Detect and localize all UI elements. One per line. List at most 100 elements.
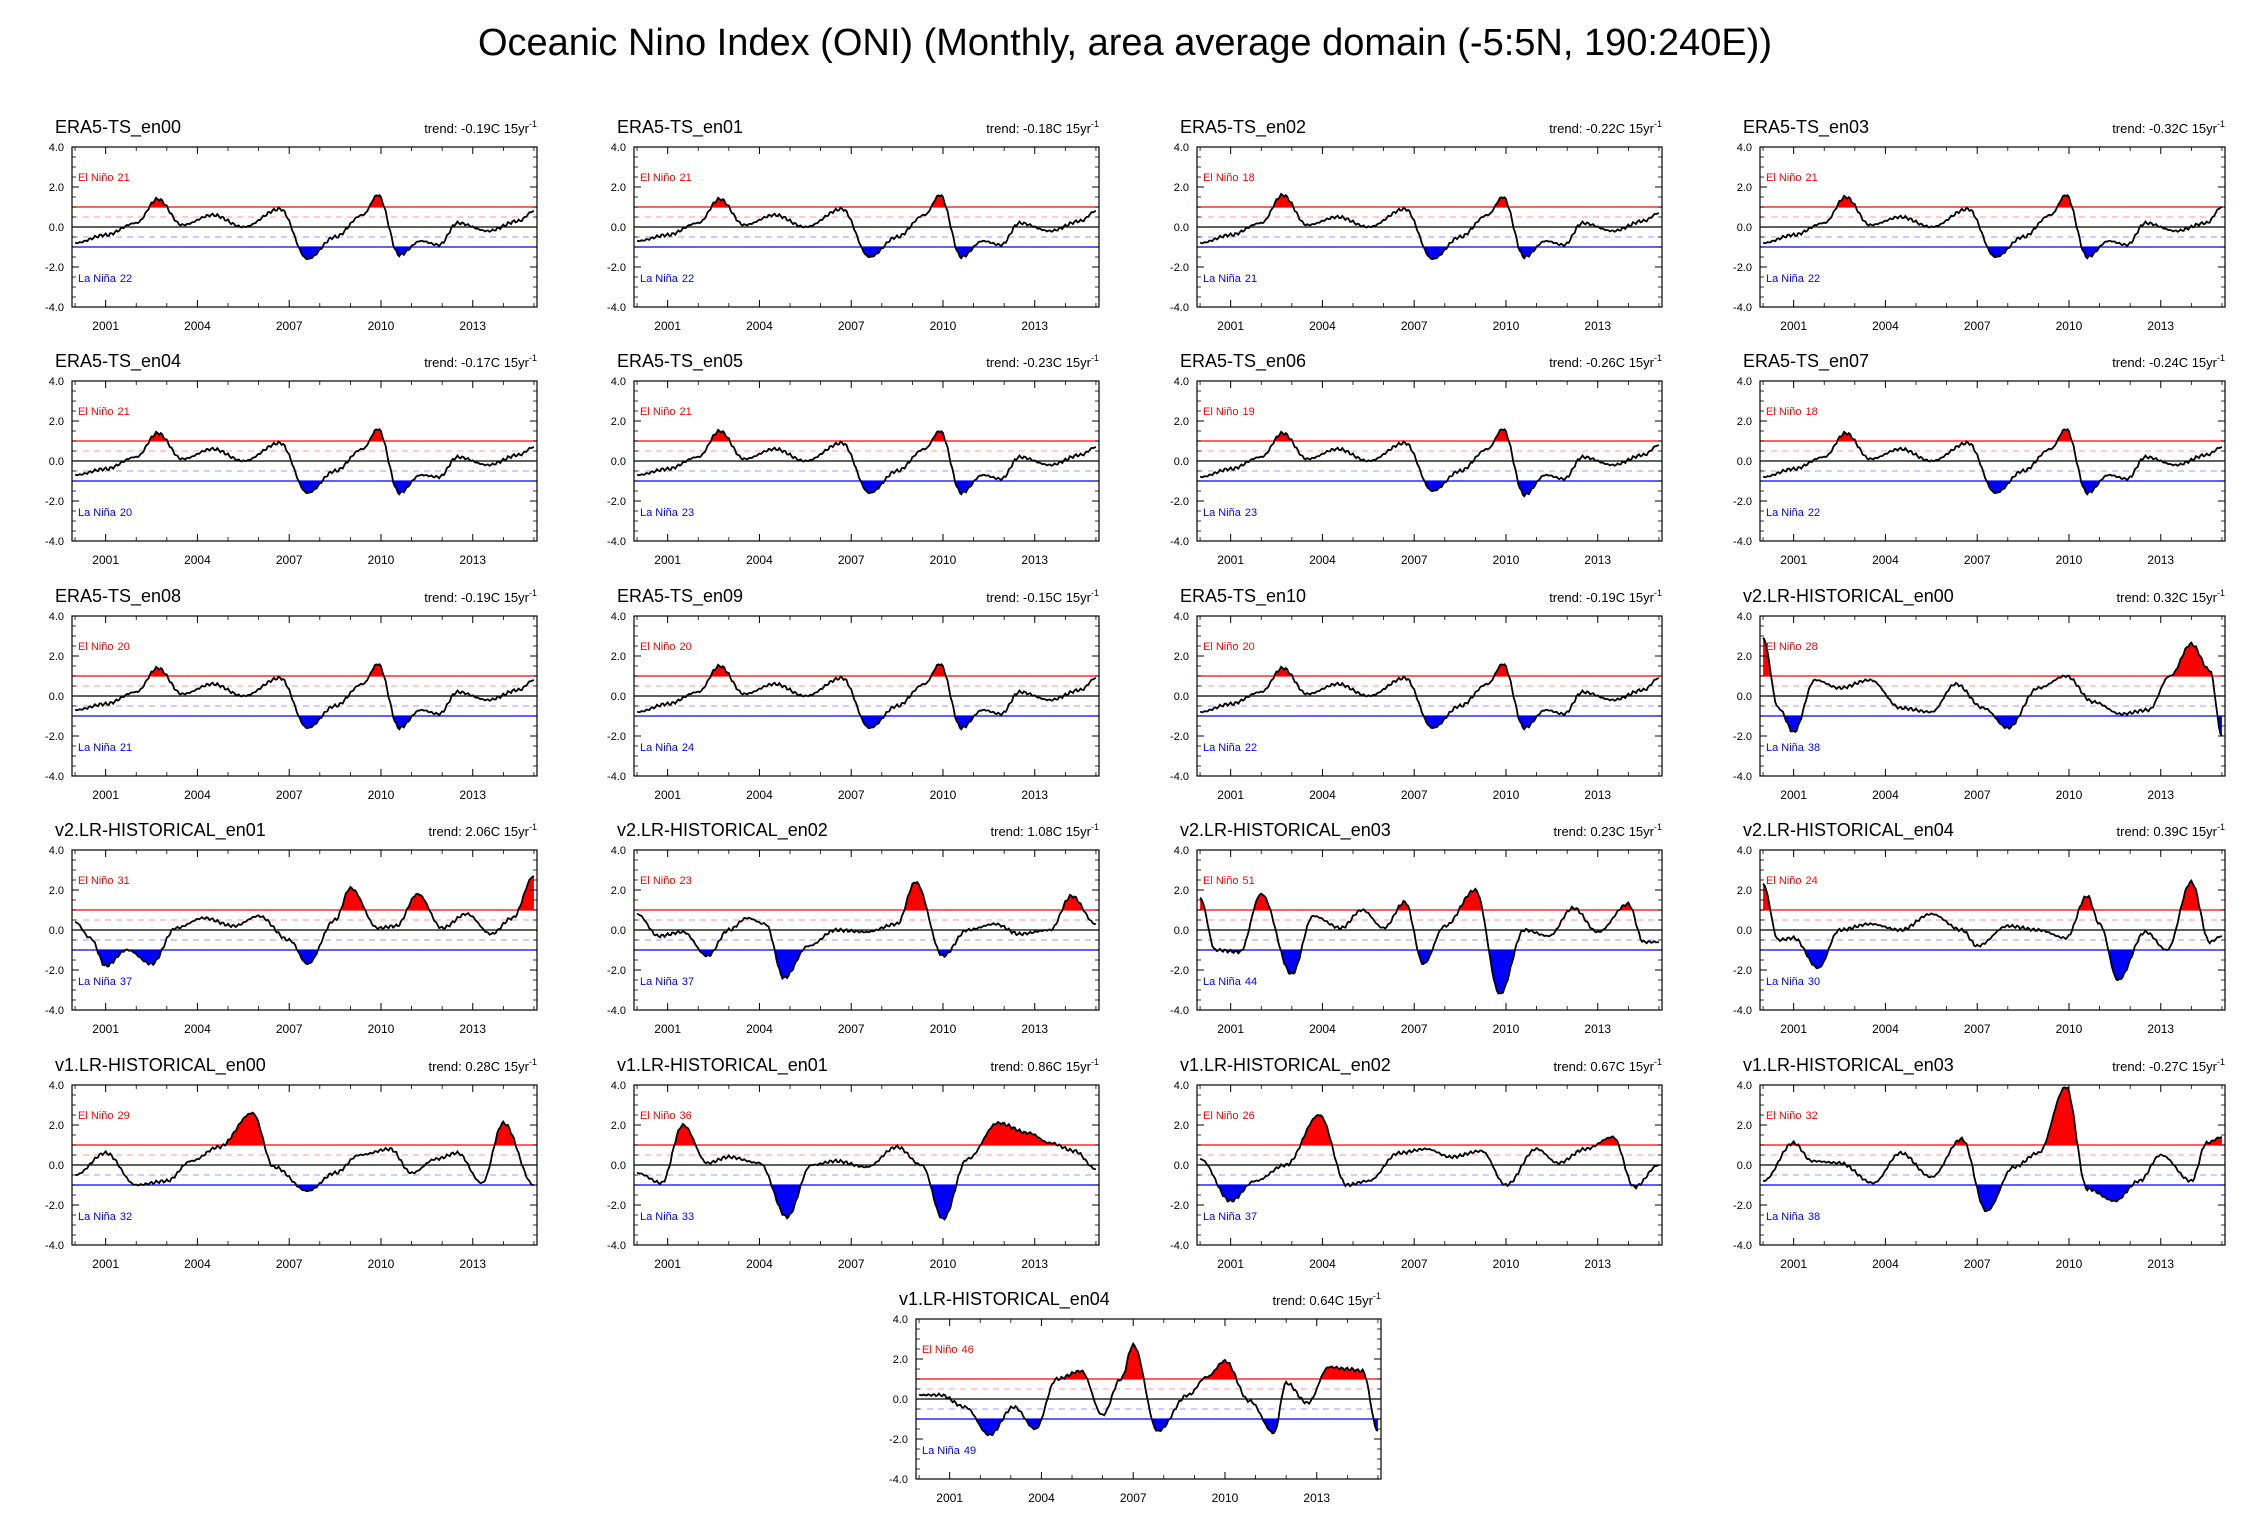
trend-unit: C 15yr [491, 590, 530, 605]
panel-title: v1.LR-HISTORICAL_en02 [1180, 1055, 1391, 1076]
el-nino-count: 21 [679, 172, 691, 184]
el-nino-fill [1273, 193, 1294, 207]
y-tick-label: -2.0 [1170, 262, 1189, 274]
trend-unit: C 15yr [1616, 355, 1655, 370]
el-nino-fill [931, 431, 946, 441]
panel-era5-ts-en03: ERA5-TS_en03 trend: -0.32C 15yr-1 4.0 2.0 0.… [1733, 117, 2226, 333]
trend-unit: C 15yr [491, 121, 530, 136]
el-nino-count-label: El Niño 18 [1766, 406, 1818, 418]
el-nino-count: 32 [1805, 1110, 1817, 1122]
trend-unit: C 15yr [2179, 590, 2218, 605]
el-nino-fill [149, 666, 168, 676]
x-tick-label: 2010 [930, 1022, 957, 1036]
x-tick-label: 2001 [92, 1257, 119, 1271]
y-tick-label: 0.0 [611, 222, 626, 234]
x-tick-label: 2013 [1021, 1257, 1048, 1271]
panel-v1-lr-historical-en03: v1.LR-HISTORICAL_en03 trend: -0.27C 15yr-… [1733, 1055, 2226, 1271]
el-nino-count-label: El Niño 20 [640, 641, 692, 653]
la-nina-count: 23 [1245, 507, 1257, 519]
y-tick-label: -4.0 [1733, 536, 1752, 548]
el-nino-fill [1494, 664, 1509, 676]
y-tick-label: 0.0 [1174, 1160, 1189, 1172]
la-nina-label: La Niña [78, 507, 117, 519]
el-nino-fill [2044, 1087, 2078, 1145]
la-nina-count: 33 [682, 1211, 694, 1223]
el-nino-count: 26 [1242, 1110, 1254, 1122]
panel-title: ERA5-TS_en05 [617, 351, 743, 372]
el-nino-label: El Niño [78, 406, 113, 418]
x-tick-label: 2001 [92, 1022, 119, 1036]
x-tick-label: 2001 [654, 553, 681, 567]
trend-label: trend: -0.23C 15yr-1 [986, 353, 1099, 370]
trend-prefix: trend: [424, 355, 461, 370]
trend-unit: C 15yr [491, 824, 530, 839]
x-tick-label: 2007 [1964, 788, 1991, 802]
trend-label: trend: 0.28C 15yr-1 [429, 1057, 537, 1074]
x-tick-label: 2001 [1217, 319, 1244, 333]
y-tick-label: 0.0 [1737, 456, 1752, 468]
x-tick-label: 2013 [1584, 1022, 1611, 1036]
oni-series-line [1199, 1114, 1660, 1203]
la-nina-count-label: La Niña 21 [78, 742, 132, 754]
x-tick-label: 2004 [1872, 788, 1899, 802]
x-tick-label: 2007 [1401, 1022, 1428, 1036]
x-tick-label: 2001 [654, 788, 681, 802]
panel-era5-ts-en05: ERA5-TS_en05 trend: -0.23C 15yr-1 4.0 2.0 0.… [607, 351, 1100, 567]
panel-era5-ts-en08: ERA5-TS_en08 trend: -0.19C 15yr-1 4.0 2.0 0.… [45, 586, 538, 802]
y-tick-label: 4.0 [893, 1314, 908, 1326]
x-tick-label: 2004 [184, 1022, 211, 1036]
panel-title: v2.LR-HISTORICAL_en03 [1180, 820, 1391, 841]
la-nina-label: La Niña [78, 976, 117, 988]
trend-value: 0.39 [2153, 824, 2178, 839]
x-tick-label: 2001 [1217, 1022, 1244, 1036]
la-nina-label: La Niña [640, 976, 679, 988]
trend-value: -0.23 [1023, 355, 1053, 370]
el-nino-count-label: El Niño 36 [640, 1110, 692, 1122]
el-nino-fill [2180, 880, 2201, 910]
y-tick-label: -4.0 [45, 302, 64, 314]
la-nina-count-label: La Niña 23 [640, 507, 694, 519]
x-tick-label: 2010 [930, 788, 957, 802]
el-nino-count: 20 [679, 641, 691, 653]
el-nino-label: El Niño [78, 1110, 113, 1122]
trend-prefix: trend: [424, 121, 461, 136]
oni-series-line [636, 194, 1097, 260]
la-nina-count: 38 [1808, 742, 1820, 754]
la-nina-count: 21 [120, 742, 132, 754]
el-nino-count: 29 [117, 1110, 129, 1122]
trend-prefix: trend: [986, 590, 1023, 605]
oni-series-line [1199, 663, 1660, 731]
la-nina-count: 22 [1245, 742, 1257, 754]
panel-title: ERA5-TS_en04 [55, 351, 181, 372]
la-nina-count: 21 [1245, 273, 1257, 285]
la-nina-count: 37 [1245, 1211, 1257, 1223]
trend-exponent: -1 [2217, 119, 2225, 129]
x-tick-label: 2010 [2056, 553, 2083, 567]
el-nino-fill [1320, 1366, 1367, 1379]
y-tick-label: 2.0 [893, 1354, 908, 1366]
la-nina-count-label: La Niña 33 [640, 1211, 694, 1223]
el-nino-fill [1274, 431, 1293, 441]
trend-value: -0.26 [1586, 355, 1616, 370]
el-nino-fill [1837, 431, 1856, 441]
x-tick-label: 2001 [92, 319, 119, 333]
el-nino-count-label: El Niño 20 [1203, 641, 1255, 653]
trend-label: trend: -0.19C 15yr-1 [424, 119, 537, 136]
el-nino-fill [931, 664, 946, 676]
el-nino-fill [1494, 429, 1509, 441]
y-tick-label: 2.0 [611, 885, 626, 897]
el-nino-fill [369, 429, 384, 441]
y-tick-label: 4.0 [611, 1080, 626, 1092]
x-tick-label: 2007 [1401, 319, 1428, 333]
trend-prefix: trend: [2117, 824, 2154, 839]
panel-v1-lr-historical-en00: v1.LR-HISTORICAL_en00 trend: 0.28C 15yr-1… [45, 1055, 538, 1271]
la-nina-label: La Niña [640, 1211, 679, 1223]
la-nina-count: 23 [682, 507, 694, 519]
trend-exponent: -1 [1091, 822, 1099, 832]
trend-unit: C 15yr [2179, 121, 2218, 136]
trend-label: trend: 1.08C 15yr-1 [991, 822, 1099, 839]
y-tick-label: 2.0 [611, 1120, 626, 1132]
oni-series-line [918, 1341, 1379, 1437]
y-tick-label: 4.0 [1737, 845, 1752, 857]
y-tick-label: -2.0 [1733, 262, 1752, 274]
